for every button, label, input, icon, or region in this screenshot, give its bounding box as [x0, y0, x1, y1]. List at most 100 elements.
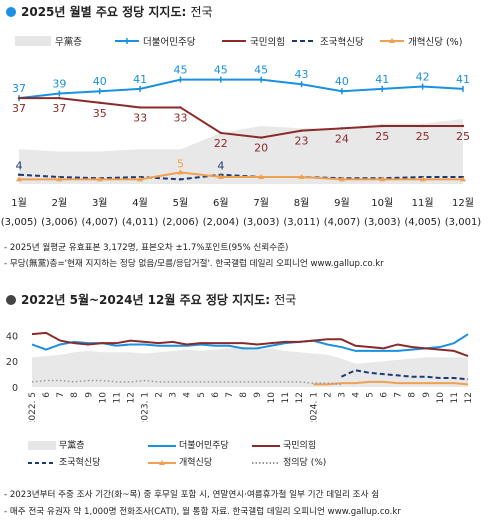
data-point — [460, 176, 466, 182]
legend-label: 국민의힘 — [250, 37, 285, 48]
legend-marker-icon — [389, 38, 395, 43]
x-tick-label: 5 — [197, 392, 207, 398]
data-label: 5 — [177, 157, 184, 170]
data-label: 45 — [254, 64, 268, 77]
data-point — [98, 101, 101, 105]
data-label: 4 — [217, 160, 224, 173]
sample-size-label: (3,003) — [243, 217, 280, 228]
section1-title: 2025년 월별 주요 정당 지지도: 전국 — [6, 3, 213, 20]
y-tick-label: 40 — [6, 331, 18, 342]
data-point — [340, 127, 344, 130]
legend2-reform: 개혁신당 — [148, 455, 212, 468]
data-point — [16, 176, 22, 182]
data-label: 39 — [52, 78, 66, 91]
data-label: 25 — [416, 130, 430, 143]
data-point — [137, 176, 144, 182]
x-tick-label: 12 — [295, 392, 305, 403]
x-tick-label: 6 — [211, 392, 221, 398]
legend2-rebuild: 조국혁신당 — [28, 455, 100, 468]
x-tick-label: 7월 — [253, 197, 269, 209]
note2-schedule: - 2023년부터 주중 조사 기간(화~목) 중 후무일 포함 시, 연말연시… — [4, 490, 380, 500]
legend-dash-icon — [28, 462, 56, 464]
x-tick-label: 3월 — [92, 197, 108, 209]
x-tick-label: 2월 — [52, 197, 68, 209]
x-tick-label: 9월 — [334, 197, 350, 209]
data-point — [179, 106, 182, 109]
series-line — [18, 78, 464, 100]
note1-sample: - 2025년 월평균 유효표본 3,172명, 표본오차 ±1.7%포인트(9… — [4, 243, 289, 253]
x-tick-label: 6 — [42, 392, 52, 398]
x-tick-label: 7 — [225, 392, 235, 398]
data-label: 20 — [254, 142, 268, 155]
data-point — [259, 136, 263, 139]
legend-swatch-icon — [28, 441, 56, 450]
data-point — [17, 173, 21, 176]
data-point — [379, 176, 386, 182]
data-label: 37 — [12, 82, 26, 95]
note2-method: - 매주 전국 유권자 약 1,000명 전화조사(CATI), 월 통합 자료… — [4, 507, 401, 517]
y-tick-label: 20 — [6, 357, 18, 368]
data-label: 35 — [93, 107, 107, 120]
data-label: 40 — [93, 75, 107, 88]
legend-swatch-icon — [15, 36, 51, 46]
data-label: 24 — [335, 132, 349, 145]
sample-size-label: (3,005) — [1, 217, 38, 228]
x-tick-label: 12 — [464, 392, 474, 403]
data-point — [58, 96, 61, 100]
data-point — [461, 124, 465, 128]
sample-size-label: (3,006) — [41, 217, 78, 228]
legend-dot-icon — [252, 462, 280, 464]
data-label: 42 — [416, 71, 430, 84]
data-label: 4 — [16, 160, 23, 173]
area-series-none — [32, 347, 468, 387]
data-point — [421, 124, 424, 128]
sample-size-label: (4,011) — [122, 217, 159, 228]
data-point — [258, 174, 265, 180]
data-label: 45 — [214, 64, 228, 77]
legend-line-icon — [148, 445, 176, 447]
y-tick-label: 0 — [12, 383, 18, 394]
data-label: 33 — [173, 111, 187, 124]
data-label: 41 — [133, 73, 147, 86]
sample-size-label: (4,005) — [404, 217, 441, 228]
data-point — [338, 176, 345, 182]
x-tick-label: 8 — [239, 392, 249, 398]
series-line — [19, 97, 463, 139]
series-line — [18, 173, 463, 181]
x-tick-label: 10 — [436, 392, 446, 404]
data-point — [381, 124, 384, 128]
x-tick-label: 8월 — [294, 197, 310, 209]
x-tick-label: 11월 — [412, 197, 434, 209]
data-label: 43 — [295, 68, 309, 81]
data-point — [179, 178, 182, 181]
legend-line-icon — [252, 445, 280, 447]
data-label: 45 — [173, 64, 187, 77]
x-tick-label: 9 — [253, 392, 263, 398]
data-point — [300, 129, 303, 132]
x-tick-label: 8 — [408, 392, 418, 398]
sample-size-label: (2,006) — [162, 217, 199, 228]
data-label: 37 — [52, 102, 66, 115]
x-tick-label: 4 — [351, 392, 361, 398]
x-tick-label: 11 — [112, 392, 122, 403]
x-tick-label: 2024. 1 — [309, 392, 319, 422]
data-point — [419, 176, 426, 182]
legend-label: 조국혁신당 — [320, 37, 364, 48]
x-tick-label: 11 — [281, 392, 291, 403]
x-tick-label: 11 — [450, 392, 460, 403]
x-tick-label: 7 — [394, 392, 404, 398]
x-tick-label: 6 — [380, 392, 390, 398]
x-tick-label: 5 — [366, 392, 376, 398]
series-line — [341, 369, 469, 381]
data-label: 23 — [295, 135, 309, 148]
section2-title: 2022년 5월~2024년 12월 주요 정당 지지도: 전국 — [6, 291, 296, 308]
note1-nonpartisan: - 무당(無黨)층='현재 지지하는 정당 없음/모름/응답거절'. 한국갤럽 … — [4, 259, 384, 269]
data-point — [17, 96, 21, 100]
x-tick-label: 2023. 1 — [141, 392, 151, 422]
x-tick-label: 4 — [183, 392, 193, 398]
area-series-none — [19, 119, 463, 184]
x-tick-label: 8 — [70, 392, 80, 398]
sample-size-label: (3,011) — [283, 217, 320, 228]
legend2-dem: 더불어민주당 — [148, 438, 229, 451]
